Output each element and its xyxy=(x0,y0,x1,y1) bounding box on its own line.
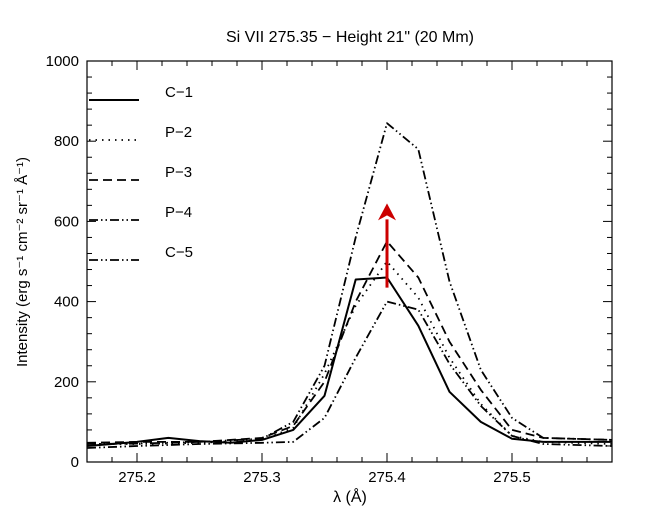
series-line-4 xyxy=(87,122,612,445)
series-line-2 xyxy=(87,260,612,445)
x-tick-label: 275.2 xyxy=(118,469,156,486)
series-line-3 xyxy=(87,240,612,444)
legend-label-5: C−5 xyxy=(165,244,193,261)
series-line-1 xyxy=(87,276,612,447)
y-tick-label: 0 xyxy=(71,454,79,471)
legend-label-1: C−1 xyxy=(165,84,193,101)
series-line-5 xyxy=(87,300,612,449)
x-tick-label: 275.5 xyxy=(493,469,531,486)
y-tick-label: 1000 xyxy=(46,53,79,70)
plot-frame xyxy=(86,60,613,463)
y-tick-label: 600 xyxy=(54,213,79,230)
y-tick-label: 200 xyxy=(54,374,79,391)
x-tick-label: 275.4 xyxy=(368,469,406,486)
y-tick-label: 800 xyxy=(54,133,79,150)
legend-label-2: P−2 xyxy=(165,124,192,141)
x-tick-label: 275.3 xyxy=(243,469,281,486)
chart-title: Si VII 275.35 − Height 21" (20 Mm) xyxy=(226,29,474,46)
y-tick-label: 400 xyxy=(54,294,79,311)
arrow-head xyxy=(378,203,396,221)
legend-label-3: P−3 xyxy=(165,164,192,181)
plot-area: 275.2 275.3 275.4 275.5 0 200 400 600 800 1000 C−1… xyxy=(46,53,613,486)
legend-label-4: P−4 xyxy=(165,204,192,221)
x-axis-label: λ (Å) xyxy=(333,487,367,506)
y-axis-label: Intensity (erg s⁻¹ cm⁻² sr⁻¹ Å⁻¹) xyxy=(14,157,31,367)
